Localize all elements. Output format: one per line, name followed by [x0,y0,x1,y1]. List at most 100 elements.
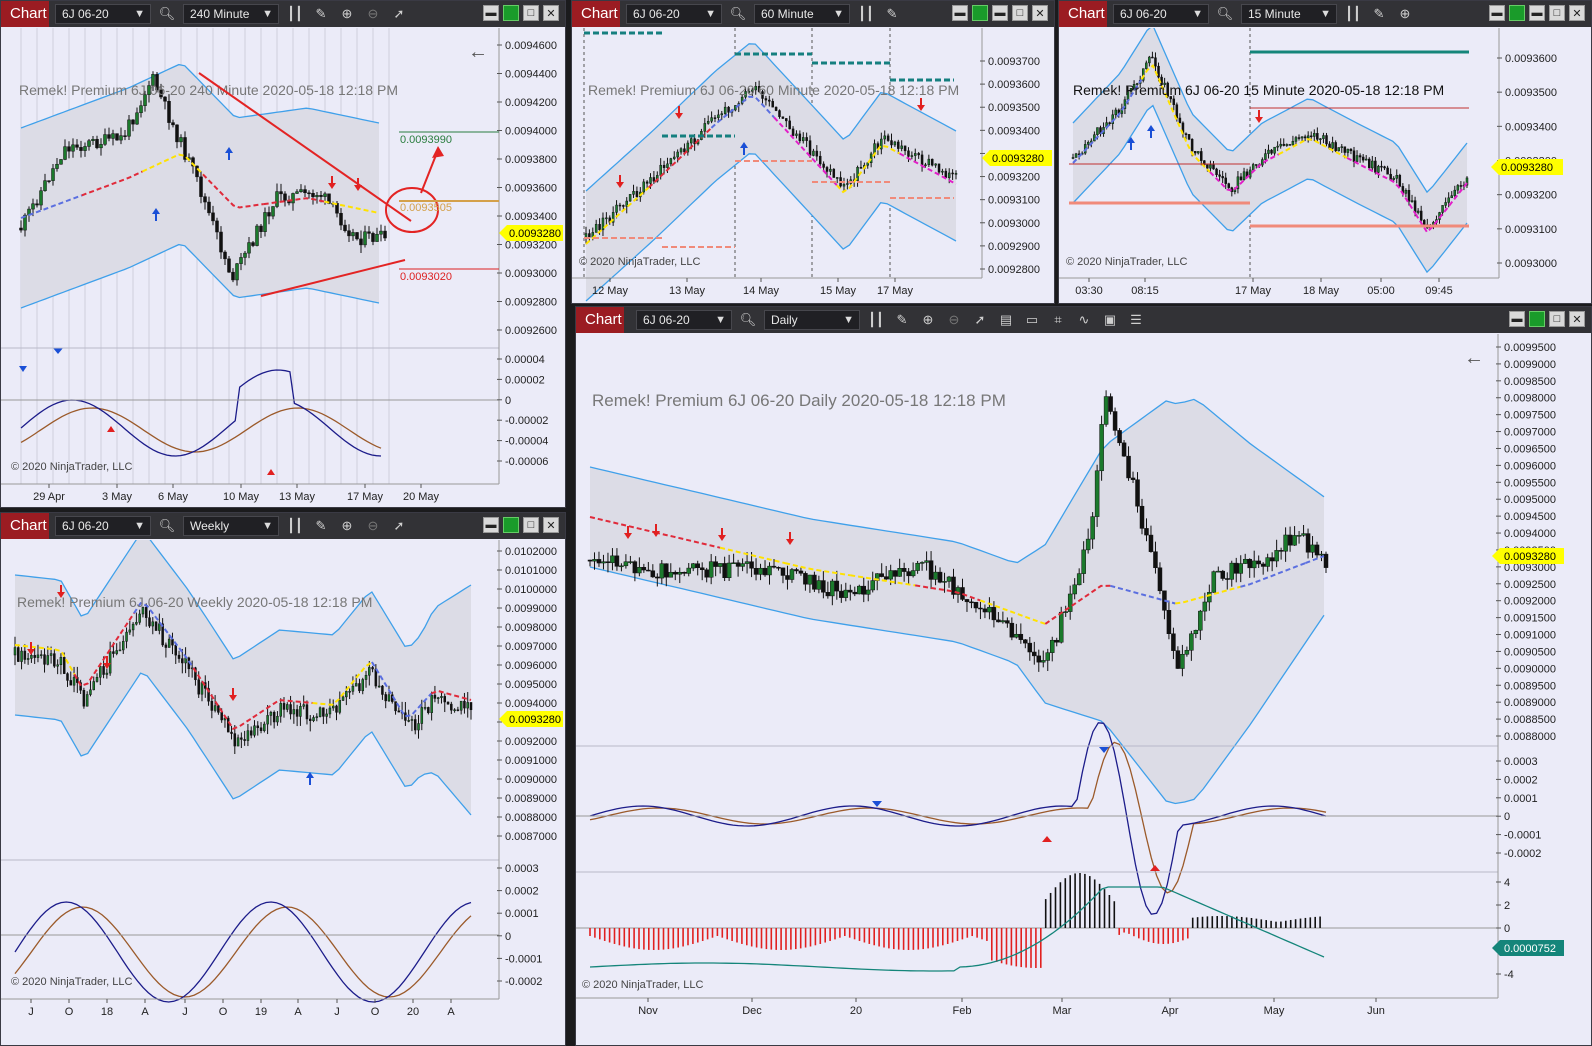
chart-menu-button[interactable]: Chart [576,307,624,333]
candle-body [440,696,443,698]
properties-icon[interactable]: ▤ [999,312,1013,327]
maximize-icon[interactable]: □ [523,517,539,533]
candle-body [1371,160,1374,169]
search-icon[interactable]: 🔍︎ [158,518,176,533]
instrument-selector[interactable]: 6J 06-20 ▼ [636,310,732,330]
close-icon[interactable]: ✕ [1032,5,1048,21]
interval-selector[interactable]: 15 Minute ▼ [1241,4,1337,24]
chart-menu-button[interactable]: Chart [1,513,49,539]
zoom-in-icon[interactable]: ⊕ [922,312,934,327]
strategy-icon[interactable]: ▣ [1103,312,1117,327]
candle-body [906,571,911,577]
candle-body [751,89,754,92]
chart-canvas[interactable]: Remek! Premium 6J 06-20 Weekly 2020-05-1… [1,540,566,1046]
chart-canvas[interactable]: Remek! Premium 6J 06-20 15 Minute 2020-0… [1059,28,1592,304]
close-icon[interactable]: ✕ [1569,311,1585,327]
candle-body [167,638,171,648]
snapshot-icon[interactable]: ⌗ [1054,312,1062,327]
bars-icon[interactable]: ┃┃ [858,6,874,21]
pencil-icon[interactable]: ✎ [896,312,908,327]
candle-body [115,650,118,654]
axis-tick-label: 0.0095000 [1504,494,1556,506]
candle-body [1229,562,1235,580]
interval-selector[interactable]: 240 Minute ▼ [183,4,279,24]
maximize-icon[interactable]: □ [1549,5,1565,21]
pointer-icon[interactable]: ➚ [393,518,405,533]
search-icon[interactable]: 🔍︎ [739,312,757,327]
instrument-selector[interactable]: 6J 06-20 ▼ [55,516,151,536]
candle-body [886,135,890,141]
restore-icon[interactable] [1509,5,1525,21]
search-icon[interactable]: 🔍︎ [729,6,747,21]
interval-selector[interactable]: 60 Minute ▼ [754,4,850,24]
candle-body [839,590,844,598]
candle-body [319,195,323,197]
candle-body [111,133,115,139]
candle-body [71,144,75,152]
search-icon[interactable]: 🔍︎ [1216,6,1234,21]
pointer-icon[interactable]: ➚ [393,6,405,21]
zoom-out-icon[interactable]: ⊖ [367,518,379,533]
minimize-icon[interactable]: ▬ [1529,5,1545,21]
chart-canvas[interactable]: Remek! Premium 6J 06-20 Daily 2020-05-18… [576,334,1592,1046]
zoom-in-icon[interactable]: ⊕ [341,6,353,21]
bars-icon[interactable]: ┃┃ [287,6,303,21]
pencil-icon[interactable]: ✎ [886,6,898,21]
midline [648,127,713,189]
back-arrow-icon[interactable]: ← [1464,347,1484,369]
pencil-icon[interactable]: ✎ [1373,6,1385,21]
chart-canvas[interactable]: Remek! Premium 6J 06-20 60 Minute 2020-0… [572,28,1055,304]
restore-icon[interactable] [503,517,519,533]
candle-body [951,172,954,175]
zoom-in-icon[interactable]: ⊕ [1399,6,1411,21]
zoom-out-icon[interactable]: ⊖ [367,6,379,21]
close-icon[interactable]: ✕ [543,517,559,533]
chart-menu-button[interactable]: Chart [1,1,49,27]
bars-icon[interactable]: ┃┃ [287,518,303,533]
zoom-in-icon[interactable]: ⊕ [341,518,353,533]
maximize-icon[interactable]: □ [1012,5,1028,21]
bars-icon[interactable]: ┃┃ [1345,6,1361,21]
chart-title: Remek! Premium 6J 06-20 Daily 2020-05-18… [592,391,1006,410]
candle-body [423,707,427,709]
close-icon[interactable]: ✕ [543,5,559,21]
minimize-icon[interactable]: ▬ [952,5,968,21]
pencil-icon[interactable]: ✎ [315,518,327,533]
maximize-icon[interactable]: □ [1549,311,1565,327]
close-icon[interactable]: ✕ [1569,5,1585,21]
minimize-icon[interactable]: ▬ [1489,5,1505,21]
instrument-selector[interactable]: 6J 06-20 ▼ [1113,4,1209,24]
restore-icon[interactable] [503,5,519,21]
chart-canvas[interactable]: Remek! Premium 6J 06-20 240 Minute 2020-… [1,28,566,508]
minimize-icon[interactable]: ▬ [483,517,499,533]
candle-body [982,608,988,613]
pointer-icon[interactable]: ➚ [974,312,986,327]
minimize-icon[interactable]: ▬ [1509,311,1525,327]
candle-body [1309,135,1313,138]
price-axis: 0.0094600 0.0094400 0.0094200 0.0094000 0.00… [497,40,557,337]
instrument-selector[interactable]: 6J 06-20 ▼ [626,4,722,24]
axis-tick-label: 3 May [102,491,132,503]
pencil-icon[interactable]: ✎ [315,6,327,21]
indicator-icon[interactable]: ∿ [1078,312,1090,327]
list-icon[interactable]: ☰ [1130,312,1142,327]
instrument-selector[interactable]: 6J 06-20 ▼ [55,4,151,24]
candle-body [650,570,656,578]
chart-menu-button[interactable]: Chart [1059,1,1107,27]
candle-body [23,650,27,660]
search-icon[interactable]: 🔍︎ [158,6,176,21]
minimize-icon[interactable]: ▬ [483,5,499,21]
candle-body [236,737,240,747]
back-arrow-icon[interactable]: ← [468,41,488,63]
zoom-out-icon[interactable]: ⊖ [948,312,960,327]
bars-icon[interactable]: ┃┃ [868,312,884,327]
interval-selector[interactable]: Daily ▼ [764,310,860,330]
chart-menu-button[interactable]: Chart [572,1,620,27]
maximize-icon[interactable]: □ [523,5,539,21]
restore-icon[interactable] [1529,311,1545,327]
restore-icon[interactable] [972,5,988,21]
instrument-value: 6J 06-20 [1120,7,1167,21]
minimize-icon[interactable]: ▬ [992,5,1008,21]
interval-selector[interactable]: Weekly ▼ [183,516,279,536]
template-icon[interactable]: ▭ [1025,312,1039,327]
